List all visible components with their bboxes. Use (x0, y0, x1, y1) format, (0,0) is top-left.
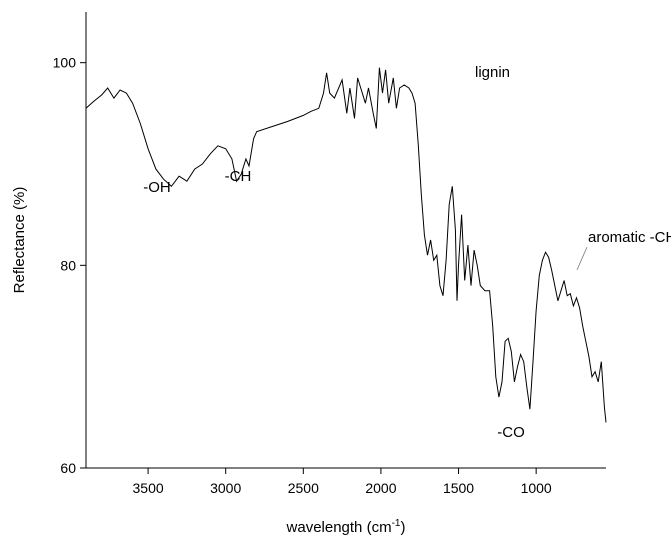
annotation: -CO (497, 424, 525, 441)
y-tick-label: 60 (60, 460, 76, 476)
annotation: -CH (225, 168, 252, 185)
y-tick-label: 80 (60, 257, 76, 273)
x-tick-label: 3500 (133, 480, 164, 496)
annotation-pointer (576, 246, 588, 271)
x-tick-label: 2000 (365, 480, 396, 496)
x-tick-label: 1500 (443, 480, 474, 496)
spectrum-line (85, 67, 607, 423)
annotation: -OH (143, 179, 171, 196)
y-axis-label: Reflectance (%) (11, 187, 28, 294)
x-axis-label: wavelength (cm-1) (286, 518, 406, 536)
x-tick-label: 1000 (521, 480, 552, 496)
x-tick-label: 3000 (210, 480, 241, 496)
annotation: lignin (475, 64, 510, 81)
annotation: aromatic -CH (588, 229, 671, 246)
x-tick-label: 2500 (288, 480, 319, 496)
y-tick-label: 100 (53, 55, 77, 71)
